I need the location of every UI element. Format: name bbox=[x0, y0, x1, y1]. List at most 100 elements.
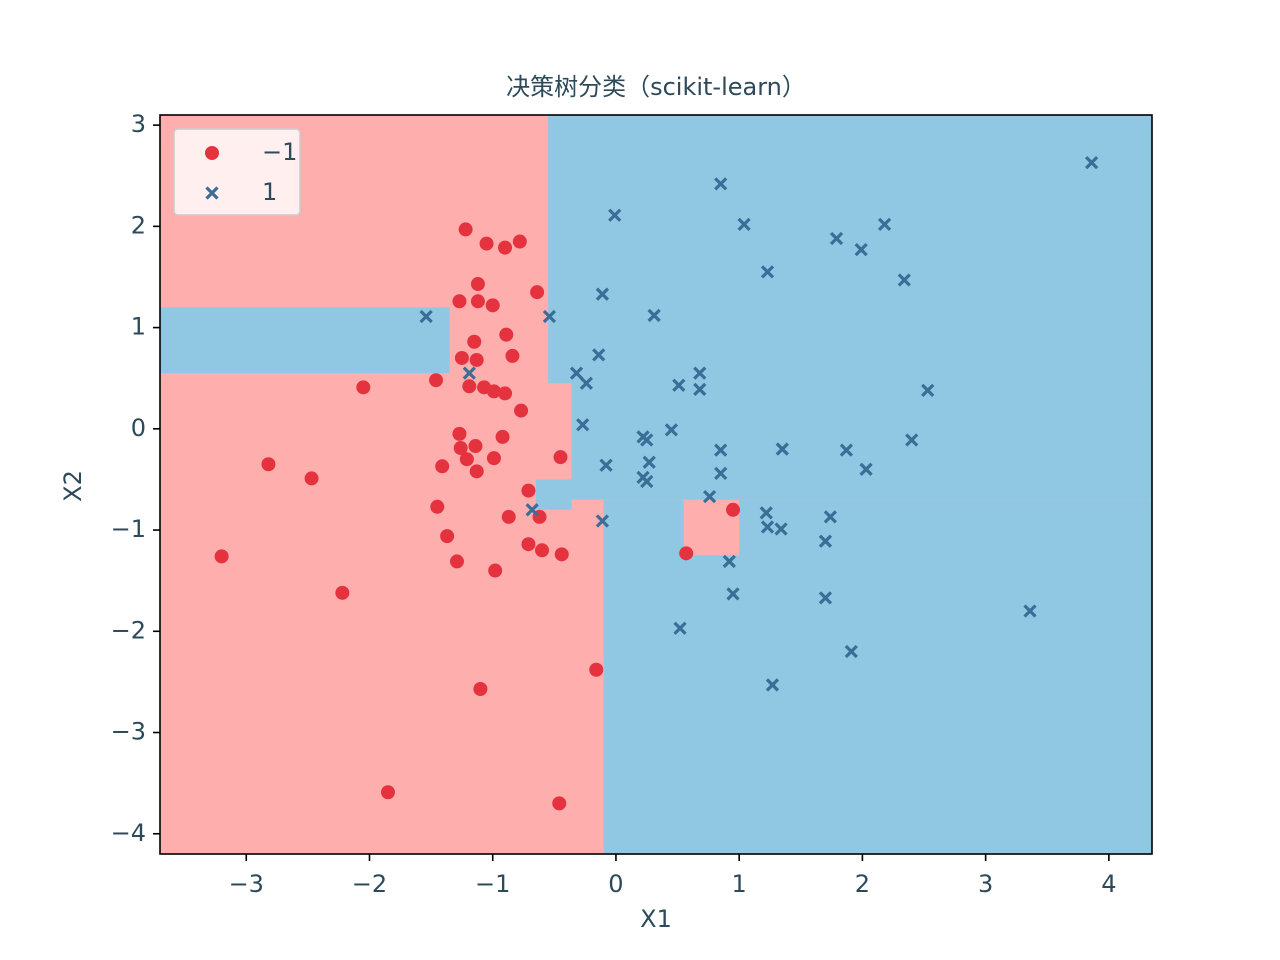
point bbox=[844, 644, 858, 659]
point bbox=[905, 433, 919, 447]
point bbox=[664, 423, 679, 437]
point bbox=[452, 294, 467, 309]
point bbox=[775, 442, 789, 456]
x-tick-label: 2 bbox=[855, 870, 870, 898]
point bbox=[470, 294, 485, 309]
point bbox=[702, 490, 717, 504]
point bbox=[498, 240, 513, 255]
point bbox=[608, 208, 622, 222]
point bbox=[214, 549, 229, 564]
point bbox=[569, 366, 584, 380]
point bbox=[261, 457, 276, 472]
plot-frame bbox=[159, 114, 1153, 855]
point bbox=[854, 243, 868, 257]
point bbox=[356, 380, 371, 395]
point bbox=[759, 506, 773, 520]
point bbox=[839, 443, 854, 457]
point bbox=[304, 471, 319, 486]
y-tick-label: −2 bbox=[111, 616, 146, 644]
point bbox=[640, 433, 654, 447]
legend-marker bbox=[205, 146, 219, 160]
point bbox=[530, 285, 545, 300]
x-tick-label: 3 bbox=[978, 870, 993, 898]
point bbox=[554, 547, 569, 562]
point bbox=[454, 350, 469, 365]
point bbox=[459, 452, 474, 467]
point bbox=[435, 459, 450, 474]
point bbox=[452, 426, 467, 441]
decision-region bbox=[571, 383, 1152, 500]
point bbox=[553, 450, 568, 465]
point bbox=[760, 520, 775, 534]
x-tick-label: −2 bbox=[352, 870, 387, 898]
plot-area bbox=[160, 115, 1152, 854]
y-tick-label: −1 bbox=[111, 515, 146, 543]
y-axis-label: X2 bbox=[59, 470, 87, 502]
x-tick-label: 4 bbox=[1101, 870, 1116, 898]
point bbox=[430, 499, 445, 514]
point bbox=[774, 522, 788, 536]
decision-region bbox=[603, 499, 1152, 854]
point bbox=[640, 474, 654, 489]
point bbox=[469, 352, 484, 367]
point bbox=[823, 510, 838, 524]
point bbox=[552, 796, 567, 811]
point bbox=[470, 277, 485, 292]
point bbox=[535, 543, 550, 558]
point bbox=[760, 265, 775, 279]
point bbox=[542, 309, 557, 324]
point bbox=[499, 327, 514, 342]
point bbox=[525, 503, 539, 517]
legend-label: −1 bbox=[262, 138, 297, 166]
point bbox=[897, 273, 911, 287]
point bbox=[495, 429, 510, 444]
point bbox=[521, 537, 536, 552]
point bbox=[486, 451, 501, 466]
point bbox=[859, 462, 873, 476]
point bbox=[679, 546, 694, 561]
decision-region bbox=[548, 115, 1152, 384]
point bbox=[642, 455, 656, 469]
x-tick-label: −1 bbox=[475, 870, 510, 898]
decision-region bbox=[160, 307, 450, 374]
y-tick-label: 0 bbox=[131, 414, 146, 442]
point bbox=[726, 502, 741, 517]
x-tick-label: 0 bbox=[608, 870, 623, 898]
x-tick-label: 1 bbox=[732, 870, 747, 898]
point bbox=[765, 678, 780, 692]
point bbox=[505, 348, 520, 363]
point bbox=[488, 563, 503, 578]
point bbox=[380, 785, 395, 800]
point bbox=[486, 384, 501, 399]
point bbox=[714, 443, 728, 457]
point bbox=[589, 662, 604, 677]
point bbox=[579, 376, 594, 390]
point bbox=[449, 554, 464, 569]
legend-label: 1 bbox=[262, 178, 277, 206]
point bbox=[1023, 604, 1037, 618]
point bbox=[921, 383, 935, 397]
y-tick-label: 3 bbox=[131, 110, 146, 138]
point bbox=[440, 529, 455, 544]
point bbox=[693, 366, 707, 380]
decision-region bbox=[535, 479, 572, 510]
legend-marker bbox=[205, 186, 219, 200]
point bbox=[673, 621, 687, 635]
point bbox=[829, 231, 844, 246]
point bbox=[419, 309, 433, 324]
point bbox=[468, 439, 483, 454]
point bbox=[335, 585, 350, 600]
point bbox=[485, 298, 500, 313]
point bbox=[877, 217, 892, 231]
point bbox=[479, 236, 494, 251]
point bbox=[501, 509, 516, 524]
point bbox=[599, 458, 613, 472]
point bbox=[498, 386, 513, 401]
point bbox=[647, 308, 661, 323]
point bbox=[512, 234, 527, 249]
point bbox=[714, 466, 728, 480]
point bbox=[726, 587, 740, 601]
x-axis-label: X1 bbox=[640, 905, 672, 933]
y-tick-label: 2 bbox=[131, 211, 146, 239]
